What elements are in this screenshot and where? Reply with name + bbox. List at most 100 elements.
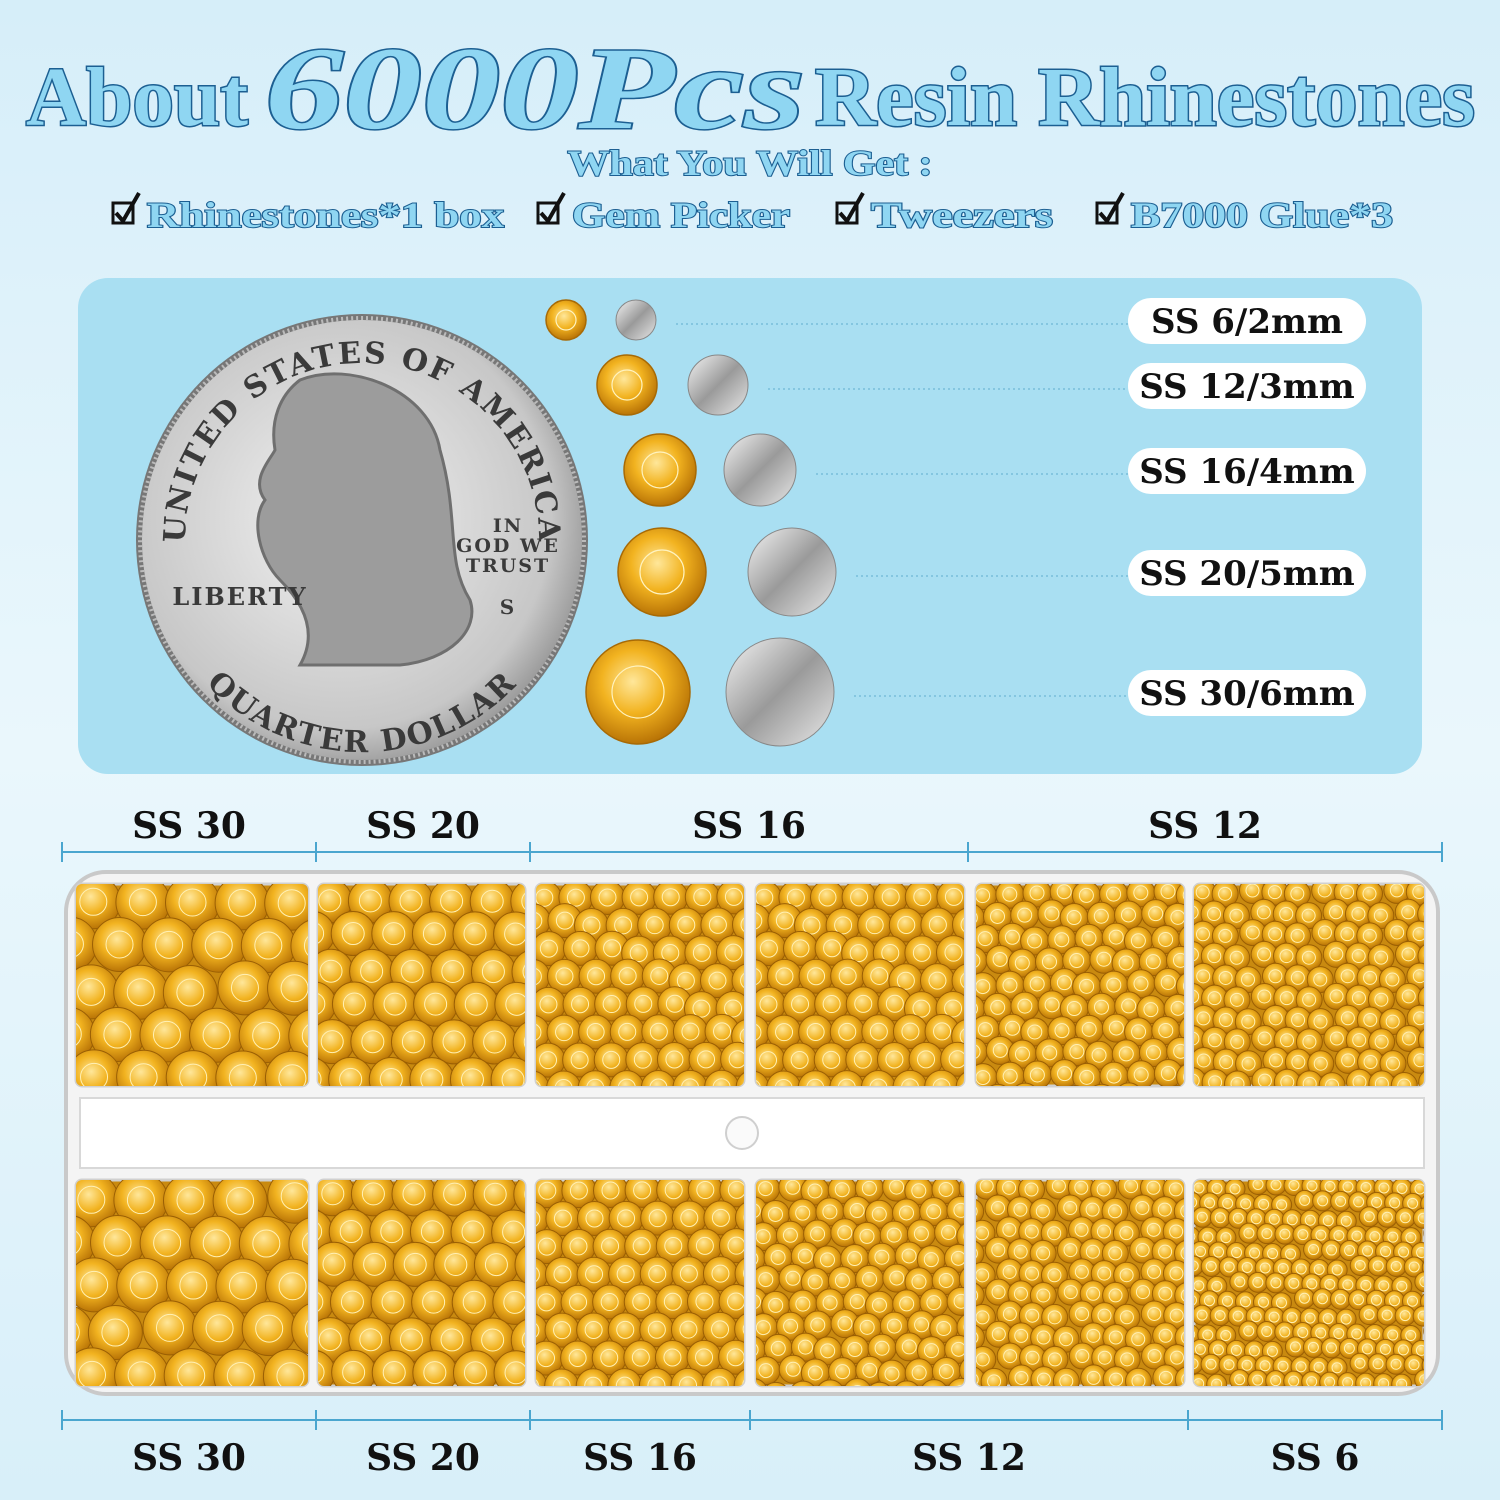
rhinestone-facet bbox=[1182, 978, 1184, 994]
rhinestone bbox=[1419, 1291, 1424, 1313]
rhinestone-facet bbox=[1146, 1222, 1161, 1237]
rhinestone-facet bbox=[1118, 955, 1134, 971]
rhinestone-facet bbox=[1017, 998, 1033, 1014]
rhinestone-facet bbox=[1401, 905, 1416, 920]
rhinestone-facet bbox=[1036, 1330, 1051, 1345]
rhinestone-facet bbox=[740, 971, 744, 990]
rhinestone bbox=[265, 1258, 308, 1314]
rhinestone-facet bbox=[105, 930, 134, 959]
rhinestone-facet bbox=[785, 1270, 801, 1286]
rhinestone-facet bbox=[586, 1078, 605, 1086]
rhinestone-facet bbox=[951, 1341, 964, 1357]
rhinestone bbox=[733, 1367, 744, 1386]
rhinestone bbox=[493, 911, 525, 957]
rhinestone bbox=[577, 1070, 613, 1086]
rhinestone-facet bbox=[381, 1290, 405, 1314]
rhinestone-facet bbox=[1017, 907, 1033, 923]
rhinestone-facet bbox=[1331, 1362, 1343, 1374]
rhinestone-facet bbox=[837, 1078, 856, 1086]
compartment-label: SS 16 bbox=[583, 1437, 697, 1479]
rhinestone-facet bbox=[254, 931, 283, 960]
rhinestone-facet bbox=[913, 1226, 929, 1242]
rhinestone-facet bbox=[1014, 955, 1030, 971]
rhinestone-facet bbox=[645, 916, 664, 935]
rhinestone-facet bbox=[1096, 1224, 1111, 1239]
rhinestone-facet bbox=[862, 1271, 878, 1287]
rhinestone-facet bbox=[462, 1290, 486, 1314]
rhinestone-facet bbox=[1108, 1204, 1123, 1219]
rhinestone-facet bbox=[502, 1220, 525, 1244]
rhinestone-facet bbox=[1239, 1296, 1251, 1308]
rhinestone-facet bbox=[960, 971, 964, 990]
rhinestone-facet bbox=[101, 1318, 130, 1347]
sample-back bbox=[615, 299, 657, 341]
rhinestone-facet bbox=[1291, 1012, 1306, 1027]
rhinestone-facet bbox=[933, 1022, 952, 1041]
rhinestone-facet bbox=[782, 1227, 798, 1243]
rhinestone-facet bbox=[1372, 1358, 1384, 1370]
rhinestone-facet bbox=[1374, 1076, 1389, 1086]
rhinestone-facet bbox=[1158, 1244, 1173, 1259]
rhinestone bbox=[704, 1069, 740, 1086]
rhinestone-facet bbox=[819, 1252, 835, 1268]
rhinestone-facet bbox=[1378, 1182, 1390, 1194]
rhinestone-facet bbox=[1241, 1056, 1256, 1071]
rhinestone-facet bbox=[340, 1290, 364, 1314]
rhinestone-facet bbox=[1027, 1024, 1043, 1040]
rhinestone-facet bbox=[1108, 1020, 1124, 1036]
rhinestone-facet bbox=[756, 1342, 759, 1358]
rhinestone bbox=[980, 1367, 1008, 1386]
rhinestone-facet bbox=[881, 943, 900, 962]
rhinestone-facet bbox=[318, 1328, 342, 1352]
compartment-label: SS 30 bbox=[132, 805, 246, 847]
rhinestone bbox=[390, 1019, 436, 1065]
rhinestone-facet bbox=[822, 1050, 841, 1069]
rhinestone-facet bbox=[1047, 1310, 1062, 1325]
rhinestone bbox=[1376, 1206, 1398, 1228]
rhinestone-facet bbox=[1340, 1215, 1352, 1227]
rhinestone-facet bbox=[361, 1182, 385, 1206]
rhinestone-facet bbox=[1316, 1293, 1328, 1305]
rhinestone bbox=[472, 1019, 518, 1065]
rhinestone-facet bbox=[634, 994, 653, 1013]
rhinestone-facet bbox=[834, 916, 853, 935]
rhinestone-facet bbox=[914, 1317, 930, 1333]
rhinestone-facet bbox=[1250, 1213, 1262, 1225]
rhinestone bbox=[262, 1348, 308, 1386]
rhinestone bbox=[718, 1339, 744, 1375]
rhinestone bbox=[1087, 1083, 1117, 1086]
rhinestone-facet bbox=[318, 1219, 323, 1243]
rhinestone-facet bbox=[1004, 929, 1020, 945]
sample-facet bbox=[611, 665, 665, 719]
rhinestone-facet bbox=[1194, 1294, 1197, 1306]
rhinestone bbox=[192, 1300, 248, 1356]
checkmark bbox=[1098, 192, 1125, 225]
rhinestone-facet bbox=[1407, 1197, 1419, 1209]
rhinestone-facet bbox=[501, 1068, 525, 1086]
rhinestone-facet bbox=[938, 1182, 954, 1197]
rhinestone bbox=[860, 1069, 896, 1086]
rhinestone-facet bbox=[537, 1293, 556, 1312]
rhinestone bbox=[1403, 1354, 1424, 1376]
rhinestone-facet bbox=[850, 888, 869, 907]
rhinestone-facet bbox=[1257, 989, 1272, 1004]
rhinestone-facet bbox=[724, 943, 743, 962]
rhinestone-facet bbox=[1124, 1180, 1139, 1194]
compartment-gems bbox=[536, 1180, 744, 1386]
rhinestone bbox=[141, 917, 197, 973]
rhinestone-facet bbox=[1234, 1374, 1246, 1386]
rhinestone-facet bbox=[1360, 1279, 1372, 1291]
rhinestone-facet bbox=[1268, 1011, 1283, 1026]
rhinestone-facet bbox=[1389, 1197, 1401, 1209]
rhinestone bbox=[1421, 1354, 1424, 1376]
rhinestone-facet bbox=[1044, 997, 1060, 1013]
rhinestone-facet bbox=[618, 967, 637, 986]
rhinestone-facet bbox=[1413, 1053, 1424, 1068]
rhinestone-facet bbox=[505, 992, 525, 1016]
rhinestone bbox=[734, 1311, 744, 1347]
rhinestone bbox=[1391, 1373, 1413, 1386]
rhinestone-facet bbox=[1169, 1224, 1184, 1239]
rhinestone-facet bbox=[444, 1253, 468, 1277]
rhinestone-facet bbox=[521, 1328, 525, 1352]
rhinestone-facet bbox=[1280, 1033, 1295, 1048]
